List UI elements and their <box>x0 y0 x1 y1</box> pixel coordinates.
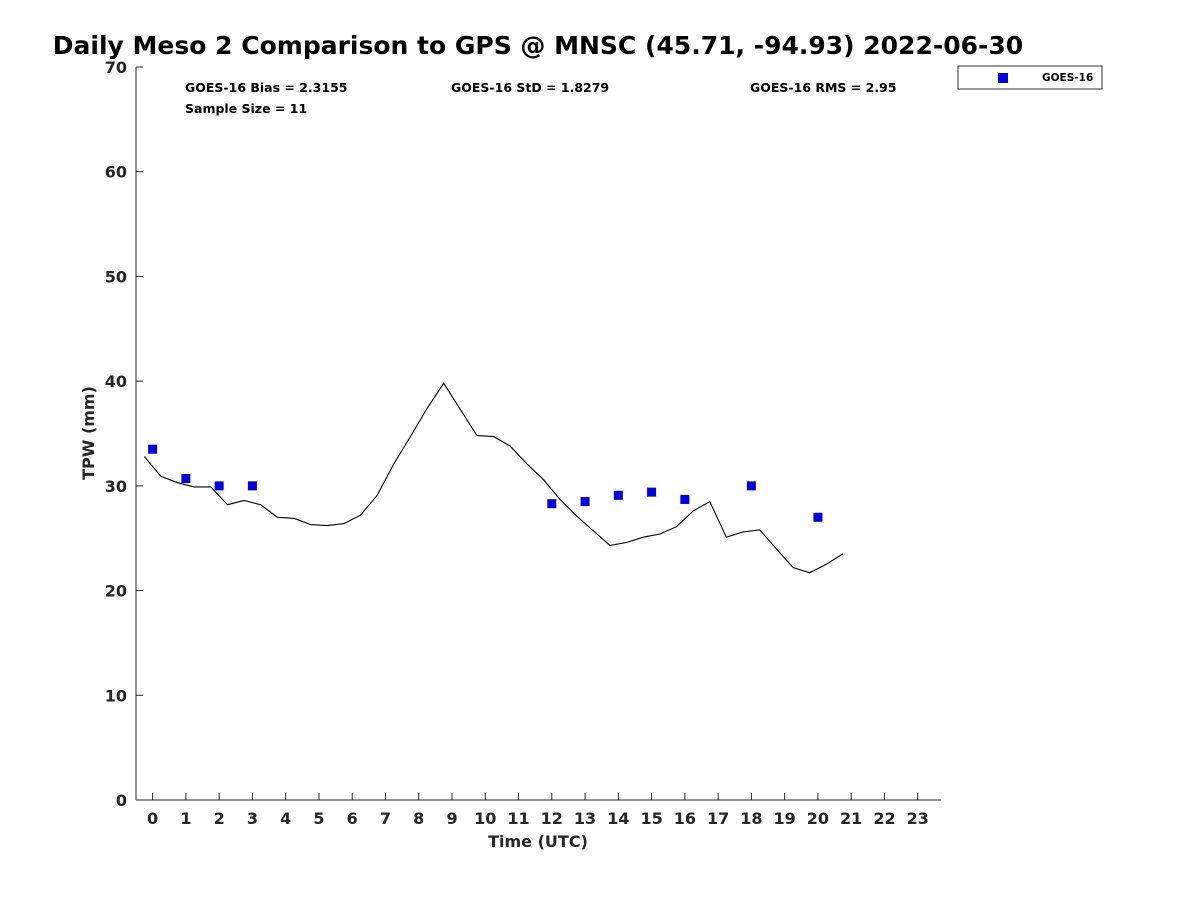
y-tick-label: 20 <box>105 582 127 601</box>
x-tick-label: 3 <box>247 809 258 828</box>
chart-title: Daily Meso 2 Comparison to GPS @ MNSC (4… <box>53 31 1023 60</box>
x-axis-label: Time (UTC) <box>488 832 588 851</box>
x-ticks: 0 1 2 3 4 5 6 7 8 9 10 11 12 13 14 15 16 17 18 19 20 21 22 23 <box>147 793 929 828</box>
legend-label-goes16: GOES-16 <box>1042 72 1093 84</box>
gps-tpw-line <box>143 382 844 574</box>
goes16-data-point <box>613 490 623 500</box>
y-tick-label: 60 <box>105 163 127 182</box>
x-tick-label: 11 <box>507 809 529 828</box>
x-tick-label: 16 <box>674 809 696 828</box>
x-tick-label: 12 <box>541 809 563 828</box>
x-tick-label: 20 <box>807 809 829 828</box>
x-tick-label: 21 <box>840 809 862 828</box>
x-tick-label: 22 <box>873 809 895 828</box>
x-tick-label: 10 <box>474 809 496 828</box>
goes16-points-layer <box>148 444 823 522</box>
y-tick-label: 10 <box>105 686 127 705</box>
x-tick-label: 13 <box>574 809 596 828</box>
x-tick-label: 6 <box>347 809 358 828</box>
x-tick-label: 7 <box>380 809 391 828</box>
legend-box <box>957 65 1103 90</box>
std-annotation: GOES-16 StD = 1.8279 <box>451 80 609 95</box>
goes16-data-point <box>148 444 158 454</box>
goes16-data-point <box>181 474 191 484</box>
x-tick-label: 5 <box>313 809 324 828</box>
x-tick-label: 23 <box>907 809 929 828</box>
goes16-data-point <box>580 497 590 507</box>
x-tick-label: 1 <box>180 809 191 828</box>
x-tick-label: 14 <box>607 809 629 828</box>
gps-line-layer <box>143 382 844 574</box>
y-tick-label: 70 <box>105 58 127 77</box>
y-tick-label: 40 <box>105 372 127 391</box>
x-tick-label: 15 <box>640 809 662 828</box>
goes16-data-point <box>680 494 690 504</box>
y-axis-label: TPW (mm) <box>79 386 98 480</box>
goes16-data-point <box>746 481 756 491</box>
rms-annotation: GOES-16 RMS = 2.95 <box>750 80 896 95</box>
goes16-data-point <box>813 512 823 522</box>
y-tick-label: 30 <box>105 477 127 496</box>
x-tick-label: 0 <box>147 809 158 828</box>
goes16-data-point <box>547 499 557 509</box>
x-tick-label: 18 <box>740 809 762 828</box>
y-ticks: 0 10 20 30 40 50 60 70 <box>105 58 143 810</box>
x-tick-label: 8 <box>413 809 424 828</box>
bias-annotation: GOES-16 Bias = 2.3155 <box>185 80 347 95</box>
y-tick-label: 50 <box>105 267 127 286</box>
x-tick-label: 17 <box>707 809 729 828</box>
x-tick-label: 4 <box>280 809 291 828</box>
plot-axes <box>135 67 941 801</box>
sample-size-annotation: Sample Size = 11 <box>185 101 307 116</box>
x-tick-label: 2 <box>214 809 225 828</box>
goes16-data-point <box>214 481 224 491</box>
goes16-data-point <box>247 481 257 491</box>
legend-marker-goes16 <box>998 73 1008 83</box>
legend: GOES-16 <box>957 65 1103 90</box>
x-tick-label: 19 <box>774 809 796 828</box>
goes16-data-point <box>647 487 657 497</box>
y-tick-label: 0 <box>116 791 127 810</box>
x-tick-label: 9 <box>446 809 457 828</box>
